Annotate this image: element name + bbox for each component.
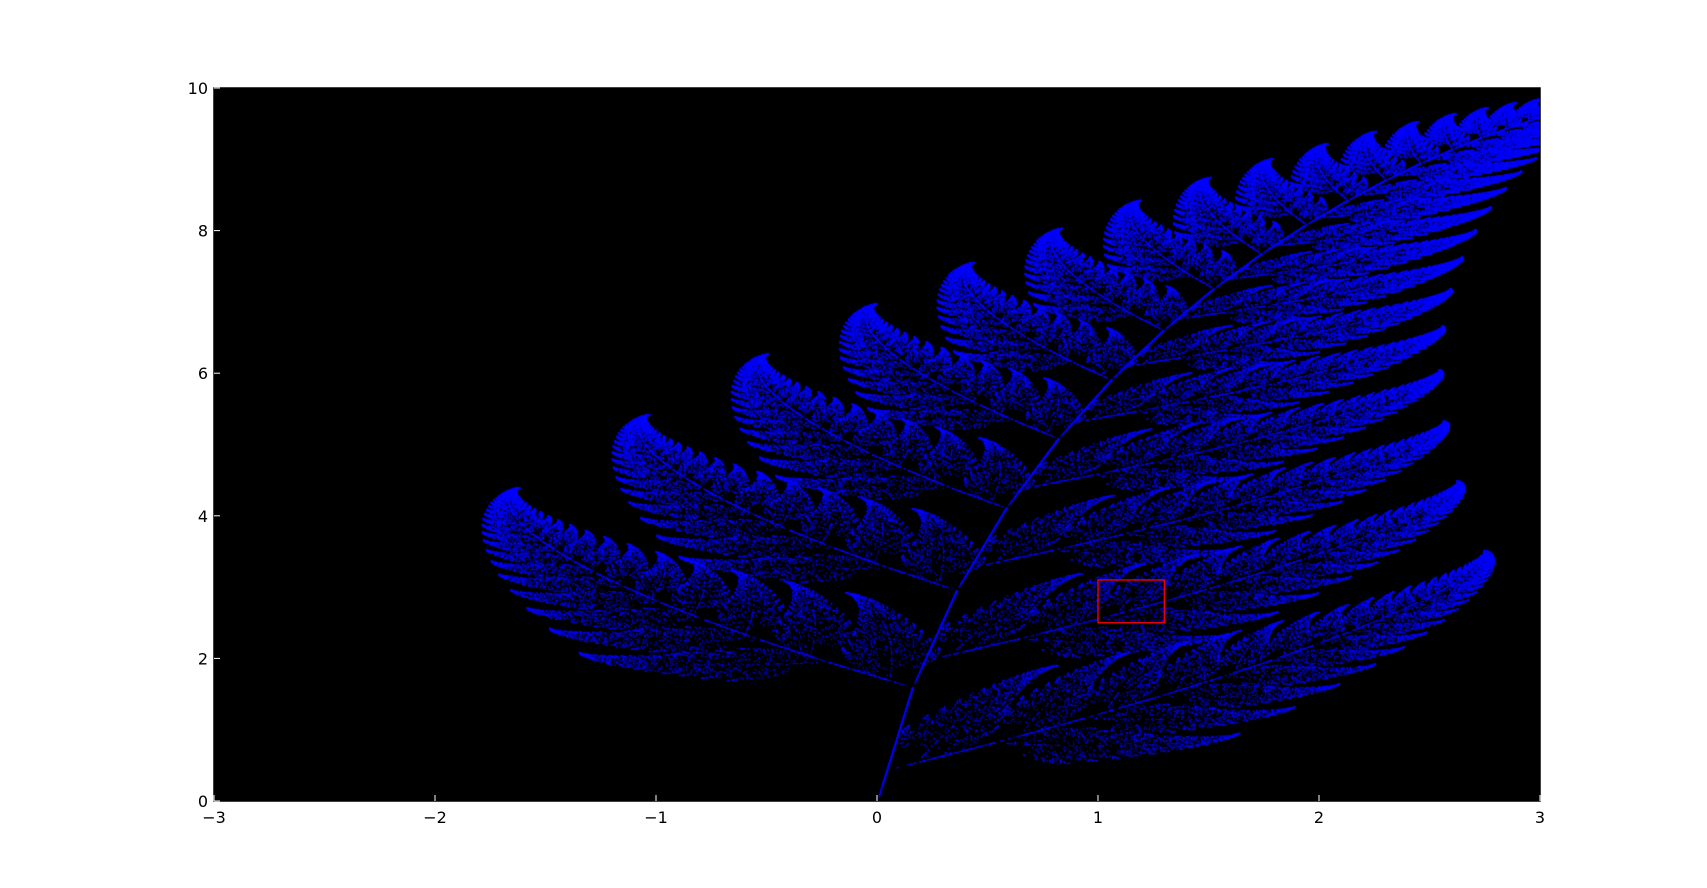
x-tick-label: 1 [1093, 808, 1103, 827]
x-tick-label: −2 [423, 808, 447, 827]
fern-scatter [214, 88, 1540, 801]
x-tick-label: 0 [872, 808, 882, 827]
x-tick-label: 3 [1535, 808, 1545, 827]
y-tick-label: 2 [198, 649, 208, 668]
x-tick-label: 2 [1314, 808, 1324, 827]
y-tick-label: 0 [198, 792, 208, 811]
y-tick-label: 4 [198, 507, 208, 526]
y-tick-label: 6 [198, 364, 208, 383]
fern-points-layer [214, 88, 1540, 801]
y-tick-label: 8 [198, 222, 208, 241]
y-tick-label: 10 [188, 79, 208, 98]
x-tick-label: −1 [644, 808, 668, 827]
